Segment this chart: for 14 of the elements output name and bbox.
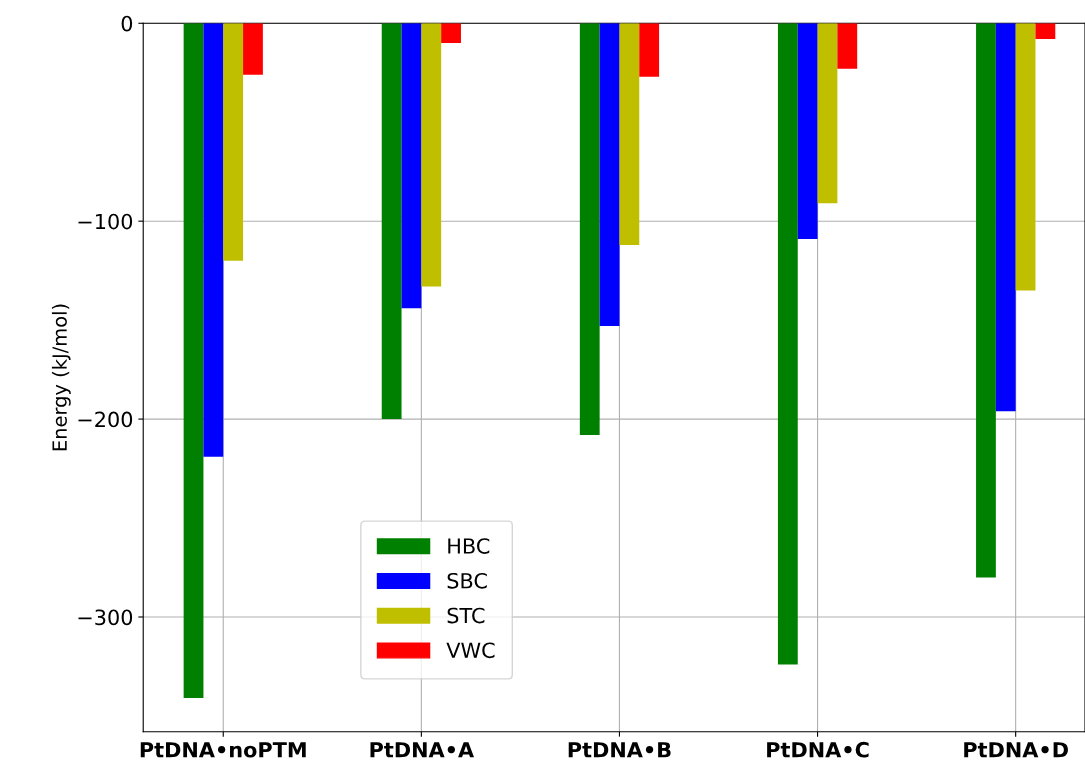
y-tick-label: −100 bbox=[78, 213, 133, 230]
x-tick-label: PtDNA•B bbox=[568, 742, 671, 758]
legend-label: SBC bbox=[447, 572, 487, 589]
legend-label: VWC bbox=[446, 642, 495, 659]
y-tick-label: 0 bbox=[121, 15, 133, 32]
y-axis-title: Energy (kJ/mol) bbox=[51, 304, 71, 451]
y-tick-label: −200 bbox=[78, 411, 133, 428]
x-tick-label: PtDNA•D bbox=[964, 742, 1068, 758]
y-tick-label: −300 bbox=[78, 609, 133, 626]
legend-label: HBC bbox=[448, 538, 490, 554]
x-tick-label: PtDNA•A bbox=[370, 742, 475, 758]
x-tick-label: PtDNA•C bbox=[767, 741, 869, 758]
x-tick-label: PtDNA•noPTM bbox=[140, 742, 306, 758]
legend-label: STC bbox=[447, 607, 485, 624]
